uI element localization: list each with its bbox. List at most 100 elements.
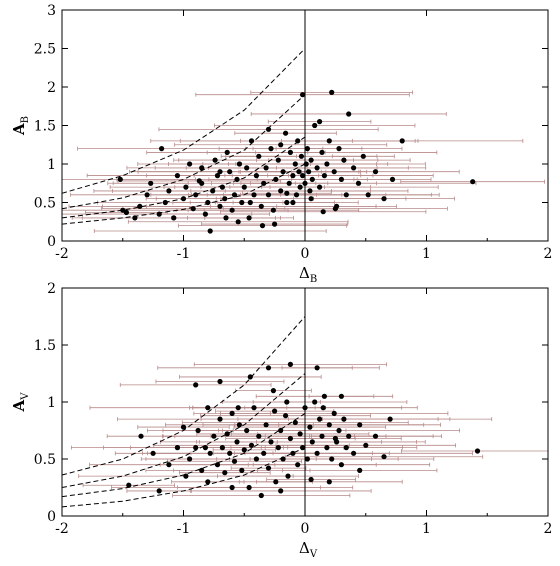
data-point [275,445,281,451]
x-tick-label: 0 [301,246,310,262]
data-points [126,361,481,499]
data-point [286,180,292,186]
data-point [338,462,344,468]
data-point [360,153,366,159]
data-points [117,89,476,234]
data-point [278,427,284,434]
data-point [273,176,279,182]
data-point [304,146,310,152]
data-point [138,433,144,439]
y-axis-label: AB [10,116,31,136]
data-point [372,169,379,175]
data-point [341,416,347,422]
dashed-curve-2 [61,94,306,210]
data-point [180,196,187,202]
data-point [205,479,211,485]
data-point [265,365,272,371]
data-point [268,439,274,445]
data-point [341,157,347,163]
dashed-curve-2 [61,373,306,488]
data-point [132,215,138,221]
data-point [180,424,187,430]
data-point [222,470,228,476]
data-point [205,199,211,206]
data-point [287,435,293,442]
data-point [329,456,335,462]
data-point [290,450,296,456]
data-point [312,122,318,129]
data-point [278,142,284,148]
y-tick-label: 0.5 [34,452,56,468]
data-point [193,382,199,388]
data-point [297,431,303,437]
data-point [295,462,301,468]
data-point [280,456,286,462]
data-point [193,192,199,198]
data-point [317,119,323,125]
data-point [229,484,235,491]
error-bars [70,362,549,498]
data-point [278,188,284,194]
data-point [236,161,242,167]
y-tick-label: 0.5 [34,196,56,212]
data-point [222,196,228,202]
data-point [199,180,205,186]
data-point [166,462,172,468]
data-point [150,450,156,456]
data-point [217,416,223,422]
data-point [210,188,216,194]
data-point [297,184,303,190]
data-point [338,393,344,399]
data-point [293,192,300,198]
data-point [263,165,269,171]
data-point [308,157,314,163]
data-point [303,161,309,167]
data-point [251,192,257,198]
data-point [329,89,335,95]
data-point [308,476,314,483]
data-point [199,165,205,171]
data-point [300,445,306,451]
data-point [306,169,312,175]
data-point [239,467,245,473]
chart-panel-1: -2 -1 0 1 2 0 0.5 1 1.5 2 2.5 3 ΔB AB [10,3,552,285]
data-point [304,456,310,462]
data-point [283,413,289,419]
data-point [202,211,208,217]
data-point [224,149,230,155]
data-point [278,488,284,494]
y-tick-label: 0 [47,509,56,525]
data-point [317,416,323,422]
data-point [234,176,240,182]
data-point [275,157,281,163]
data-point [336,146,342,152]
data-point [290,173,296,179]
data-point [258,203,264,209]
data-point [244,427,250,434]
data-point [247,199,253,206]
data-point [219,184,225,190]
dashed-curve-1 [61,316,306,476]
data-point [174,173,180,179]
data-point [183,184,189,190]
data-point [387,416,393,422]
data-point [268,146,274,152]
x-tick-label: 2 [544,246,553,262]
data-point [214,173,221,179]
data-point [336,427,342,434]
data-point [338,176,344,182]
data-point [265,192,272,198]
data-point [314,165,320,171]
data-point [235,219,241,225]
y-tick-label: 2 [47,281,56,297]
data-point [231,458,238,464]
data-point [298,153,304,159]
data-point [273,479,279,485]
error-bars [61,90,546,233]
data-point [308,196,314,202]
x-tick-label: -1 [177,246,191,262]
data-point [246,215,252,221]
data-point [355,180,362,186]
data-point [123,209,129,216]
